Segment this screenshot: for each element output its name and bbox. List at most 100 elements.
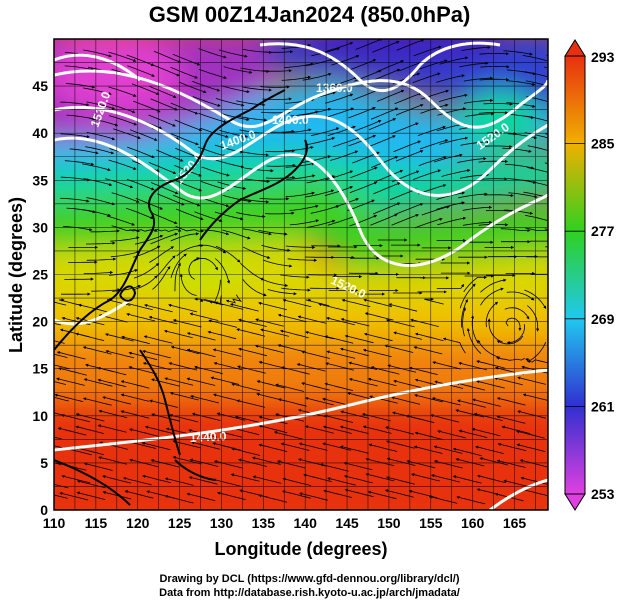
streamline: [58, 298, 83, 307]
streamline: [306, 137, 336, 146]
streamline: [223, 66, 253, 74]
streamline: [525, 80, 548, 87]
streamline: [296, 363, 326, 372]
streamline: [236, 212, 266, 219]
streamline: [242, 86, 272, 92]
streamline: [516, 443, 546, 452]
streamline: [305, 330, 334, 340]
streamline: [525, 115, 548, 122]
streamline: [285, 191, 315, 198]
streamline: [207, 330, 237, 340]
streamline: [197, 146, 227, 157]
streamline: [503, 50, 533, 56]
colorbar-tick-label: 253: [591, 486, 615, 502]
streamline: [124, 490, 154, 499]
streamline: [150, 182, 179, 195]
streamline: [263, 259, 293, 268]
streamline: [78, 303, 107, 313]
streamline: [525, 227, 548, 231]
streamline: [83, 270, 114, 275]
streamline: [231, 447, 260, 456]
streamline: [142, 474, 171, 484]
streamline: [471, 427, 501, 437]
streamline: [284, 62, 314, 68]
streamline: [164, 477, 194, 486]
streamline: [372, 68, 401, 81]
streamline: [59, 492, 89, 501]
streamline: [277, 460, 306, 469]
streamline: [170, 102, 199, 115]
streamline: [324, 414, 354, 423]
streamline: [238, 318, 267, 327]
streamline: [148, 162, 177, 174]
streamline: [388, 303, 418, 312]
streamline: [302, 72, 332, 81]
streamline: [297, 315, 327, 324]
streamline: [86, 197, 116, 206]
streamline: [142, 350, 171, 359]
colorbar-tick-label: 277: [591, 223, 615, 239]
streamline: [393, 331, 422, 340]
streamline: [216, 491, 246, 500]
streamline: [144, 425, 174, 435]
streamline: [384, 344, 414, 353]
streamline: [120, 393, 150, 402]
x-tick-label: 160: [461, 515, 485, 531]
streamline: [373, 182, 401, 195]
streamline: [86, 101, 116, 110]
streamline: [262, 69, 292, 73]
streamline: [153, 228, 182, 232]
streamline: [239, 197, 270, 204]
streamline: [370, 156, 399, 168]
streamline: [496, 397, 526, 406]
streamline: [504, 307, 530, 320]
streamline: [170, 345, 200, 355]
streamline: [61, 413, 91, 423]
streamline: [368, 443, 398, 452]
streamline: [430, 414, 460, 423]
streamline: [389, 188, 418, 201]
streamline: [83, 49, 112, 58]
streamline: [436, 122, 466, 132]
streamline: [505, 317, 522, 331]
streamline: [141, 441, 171, 451]
streamline: [61, 474, 91, 484]
streamline: [282, 477, 312, 486]
streamline: [82, 87, 112, 96]
streamline: [200, 229, 230, 236]
colorbar-bottom-triangle: [564, 493, 586, 511]
streamline: [367, 490, 397, 500]
y-tick-label: 20: [32, 314, 48, 330]
streamline: [222, 229, 251, 240]
streamline: [201, 166, 230, 177]
streamline: [349, 214, 378, 227]
streamline: [258, 301, 287, 311]
streamline: [461, 298, 468, 328]
streamline: [169, 414, 199, 423]
streamline: [64, 65, 94, 71]
streamline: [259, 197, 290, 201]
streamline: [497, 442, 527, 452]
x-tick-label: 140: [294, 515, 318, 531]
streamline: [213, 460, 243, 469]
streamline: [64, 160, 95, 166]
streamline: [370, 213, 398, 226]
streamline: [462, 307, 466, 337]
streamline: [483, 102, 513, 106]
streamline: [156, 149, 184, 162]
streamline: [157, 193, 185, 206]
streamline: [75, 413, 105, 422]
credits-line-1: Drawing by DCL (https://www.gfd-dennou.o…: [159, 573, 460, 585]
streamline: [480, 65, 510, 69]
streamline: [170, 232, 200, 242]
streamline: [280, 274, 310, 279]
streamline: [175, 226, 204, 233]
streamline: [478, 159, 509, 164]
streamline: [277, 313, 307, 323]
streamline: [418, 155, 447, 167]
streamline: [218, 49, 248, 58]
streamline: [230, 473, 260, 482]
streamline: [97, 378, 127, 388]
streamline: [289, 219, 320, 226]
streamline: [60, 197, 90, 203]
